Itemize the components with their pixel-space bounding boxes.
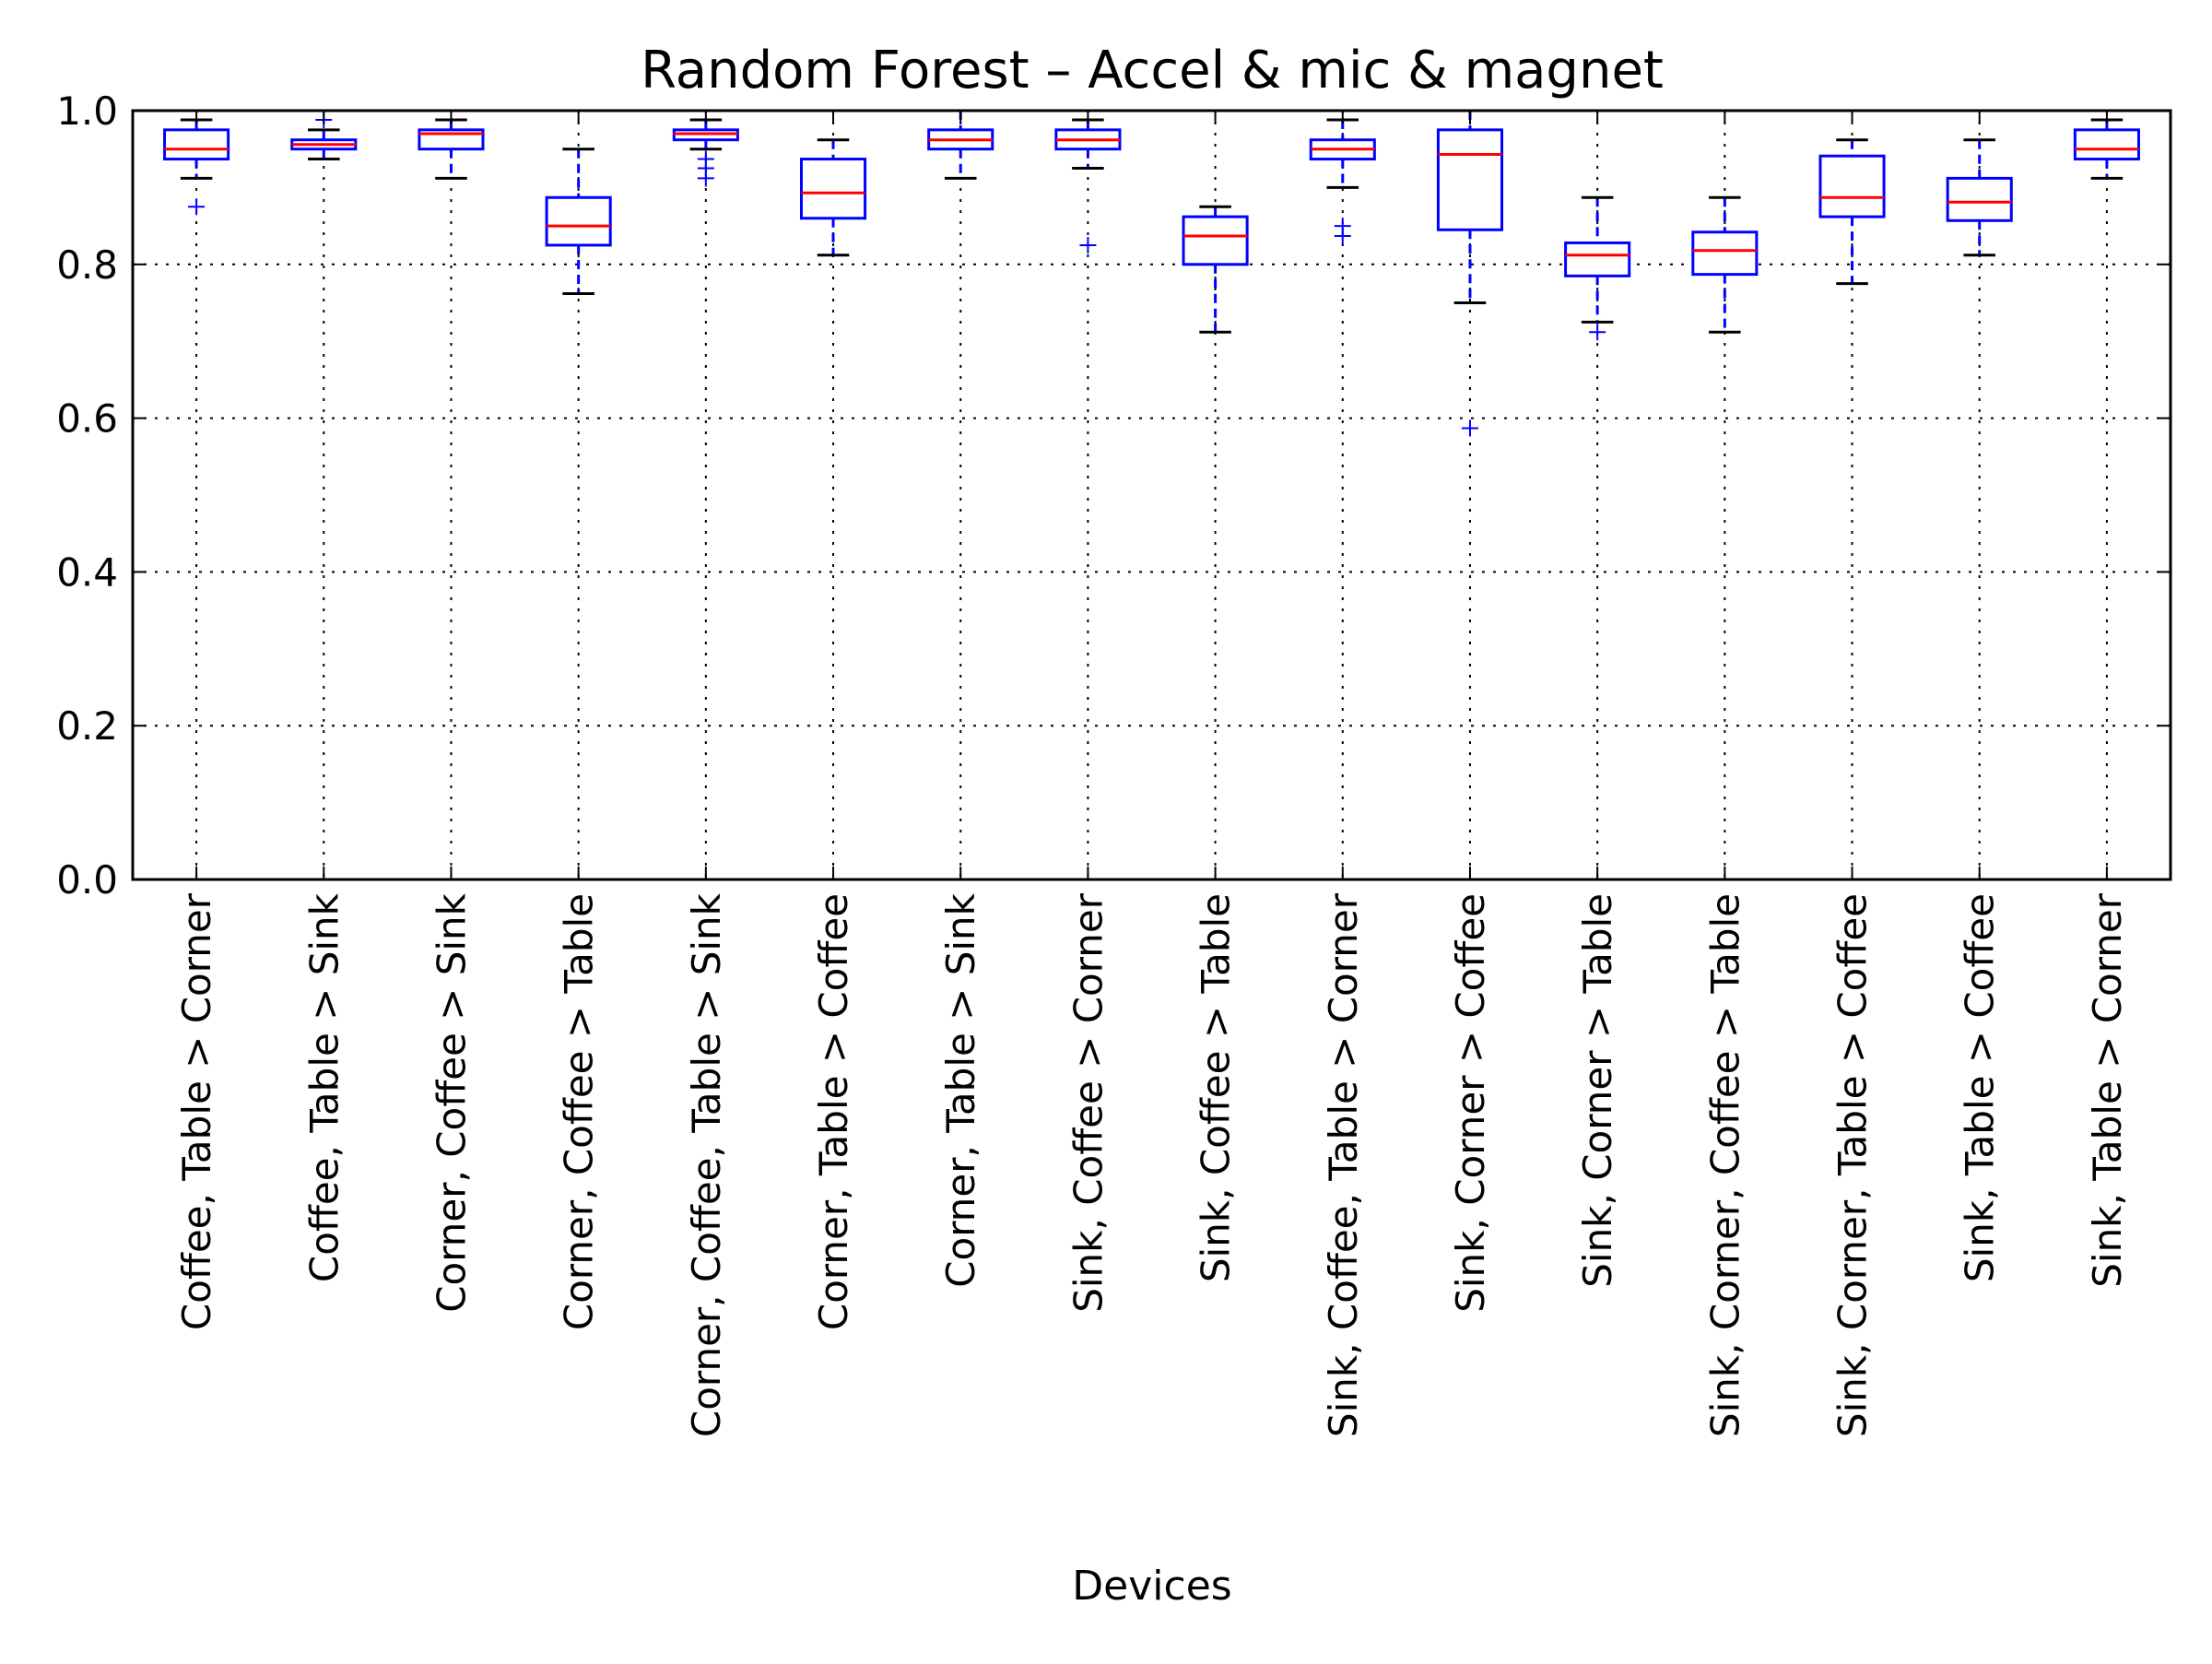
iqr-box	[2073, 128, 2140, 161]
iqr-box	[1818, 154, 1886, 218]
box-plot-item	[1054, 118, 1122, 254]
x-tick-label: Corner, Table > Coffee	[811, 893, 856, 1330]
x-tick-label: Sink, Coffee, Table > Corner	[1321, 892, 1366, 1437]
x-axis: Coffee, Table > Corner Coffee, Table > Si…	[174, 111, 2130, 1437]
x-tick-label: Sink, Corner > Table	[1575, 893, 1620, 1288]
iqr-box	[1946, 176, 2013, 222]
box-plot-item	[1946, 138, 2013, 257]
box-plot-item	[672, 118, 739, 187]
box-layer	[163, 109, 2140, 437]
flier-marker	[697, 170, 714, 187]
box-plot-item	[163, 118, 230, 216]
flier-marker	[1589, 324, 1606, 341]
x-axis-label: Devices	[1072, 1563, 1231, 1610]
iqr-box	[1182, 215, 1249, 266]
y-tick-label: 1.0	[56, 89, 118, 134]
x-tick-label: Coffee, Table > Corner	[174, 892, 219, 1330]
x-tick-label: Sink, Corner, Table > Coffee	[1830, 893, 1876, 1437]
box-plot-item	[1818, 138, 1886, 286]
flier-marker	[188, 198, 206, 216]
box-plot-item	[1436, 109, 1504, 437]
iqr-box	[1691, 230, 1759, 277]
box-plot-item	[1182, 205, 1249, 334]
box-plot-item	[799, 138, 867, 257]
x-tick-label: Sink, Table > Coffee	[1958, 893, 2003, 1282]
box-plot-item	[418, 118, 485, 180]
flier-marker	[1079, 236, 1097, 254]
y-tick-label: 0.0	[56, 857, 118, 903]
grid-layer	[133, 111, 2171, 879]
box-plot-item	[1309, 118, 1376, 244]
flier-marker	[1334, 227, 1351, 244]
y-axis: 0.0 0.2 0.4 0.6 0.8 1.0	[56, 89, 2171, 903]
x-tick-label: Corner, Coffee > Table	[557, 893, 602, 1330]
box-plot-item	[1691, 195, 1759, 334]
x-tick-label: Sink, Corner > Coffee	[1448, 893, 1493, 1313]
x-tick-label: Coffee, Table > Sink	[301, 892, 347, 1282]
x-tick-label: Sink, Table > Corner	[2085, 892, 2130, 1287]
x-tick-label: Sink, Coffee > Table	[1194, 893, 1239, 1282]
iqr-box	[163, 128, 230, 161]
y-tick-label: 0.4	[56, 549, 118, 595]
flier-marker	[1461, 419, 1478, 437]
x-tick-label: Corner, Table > Sink	[938, 892, 983, 1287]
iqr-box	[799, 158, 867, 220]
y-tick-label: 0.6	[56, 396, 118, 442]
x-tick-label: Sink, Coffee > Corner	[1065, 892, 1111, 1313]
y-tick-label: 0.2	[56, 703, 118, 749]
x-tick-label: Corner, Coffee, Table > Sink	[684, 892, 729, 1437]
box-plot-item	[545, 148, 612, 295]
iqr-box	[1564, 241, 1631, 277]
box-plot-item	[2073, 118, 2140, 180]
chart-title: Random Forest – Accel & mic & magnet	[641, 41, 1664, 100]
y-tick-label: 0.8	[56, 242, 118, 288]
x-tick-label: Corner, Coffee > Sink	[429, 892, 474, 1312]
x-tick-label: Sink, Corner, Coffee > Table	[1702, 893, 1747, 1437]
plot-area-frame	[131, 109, 2172, 881]
box-plot-item	[1564, 195, 1631, 341]
iqr-box	[545, 195, 612, 247]
box-plot-item	[290, 112, 358, 161]
iqr-box	[1436, 128, 1504, 231]
